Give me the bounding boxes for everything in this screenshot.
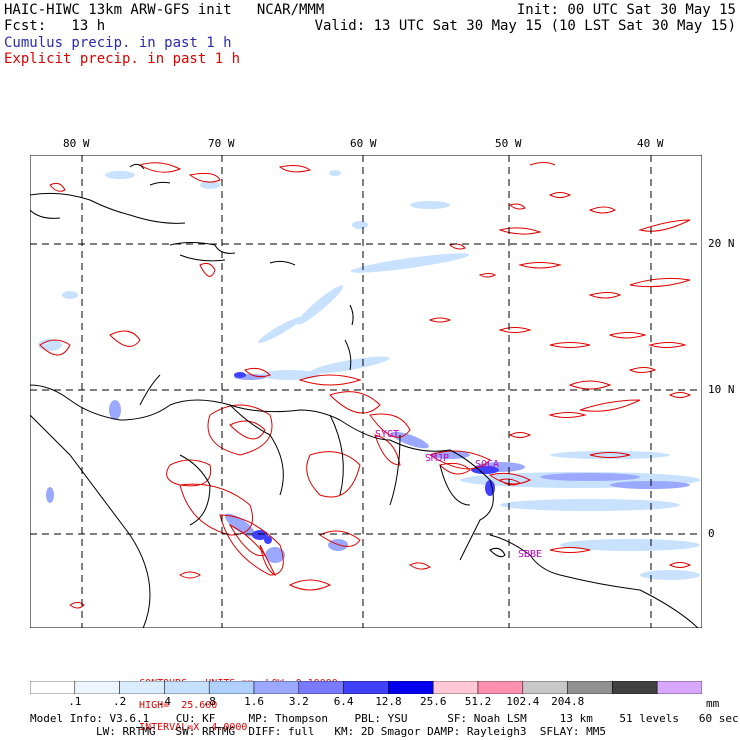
model-info-line1: Model Info: V3.6.1 CU: KF MP: Thompson P…: [30, 712, 739, 725]
contours-high: HIGH= 25.600: [139, 700, 218, 711]
colorbar-tick-label: 1.6: [244, 695, 264, 708]
valid-time: Valid: 13 UTC Sat 30 May 15 (10 LST Sat …: [314, 18, 736, 34]
colorbar-swatch: [208, 681, 255, 694]
colorbar-tick-label: .2: [113, 695, 127, 708]
contours-interval: INTERVAL=X 4.0000: [139, 722, 248, 733]
title-left: HAIC-HIWC 13km ARW-GFS init NCAR/MMM: [4, 2, 325, 18]
colorbar-tick-label: .1: [68, 695, 82, 708]
lat-label-20n: 20 N: [708, 237, 735, 250]
legend-explicit: Explicit precip. in past 1 h: [4, 51, 241, 67]
colorbar-swatch: [567, 681, 613, 694]
lon-label-70w: 70 W: [208, 137, 235, 150]
colorbar-swatch: [119, 681, 165, 694]
colorbar-swatch: [164, 681, 210, 694]
colorbar-swatch: [30, 681, 76, 694]
forecast-hour: Fcst: 13 h: [4, 18, 106, 34]
colorbar-tick-label: 102.4: [506, 695, 540, 708]
coastlines: [30, 163, 699, 628]
colorbar-swatch: [253, 681, 300, 694]
colorbar-swatch: [656, 681, 702, 694]
init-time: Init: 00 UTC Sat 30 May 15: [516, 2, 736, 18]
colorbar-swatch: [477, 681, 524, 694]
colorbar-swatch: [343, 681, 389, 694]
colorbar-tick-label: .4: [157, 695, 172, 708]
colorbar-tick-label: .8: [202, 695, 216, 708]
colorbar-tick-label: 6.4: [333, 695, 354, 708]
colorbar-swatch: [522, 681, 568, 694]
station-label-sygt: SYGT: [375, 429, 399, 440]
colorbar-tick-label: 3.2: [288, 695, 309, 708]
colorbar-swatch: [298, 681, 344, 694]
precip-map: SMJP SOCA SBBE SYGT: [30, 155, 702, 628]
station-label-soca: SOCA: [475, 459, 499, 470]
colorbar-swatch: [388, 681, 434, 694]
colorbar-swatch: [612, 681, 658, 694]
colorbar: [30, 681, 702, 694]
colorbar-tick-label: 51.2: [464, 695, 492, 708]
lon-label-40w: 40 W: [637, 137, 664, 150]
lat-label-10n: 10 N: [708, 383, 735, 396]
lon-label-50w: 50 W: [495, 137, 522, 150]
lat-label-0: 0: [708, 527, 715, 540]
lon-label-60w: 60 W: [350, 137, 377, 150]
colorbar-tick-label: 204.8: [551, 695, 585, 708]
colorbar-units: mm: [706, 697, 720, 710]
station-label-smjp: SMJP: [425, 453, 449, 464]
colorbar-tick-label: 25.6: [420, 695, 447, 708]
legend-cumulus: Cumulus precip. in past 1 h: [4, 35, 232, 51]
latlon-grid: [30, 155, 702, 628]
colorbar-ticks: .1 .2 .4 .8 1.6 3.2 6.4 12.8 25.6 51.2 102.4 204.8: [30, 695, 702, 709]
colorbar-swatch: [74, 681, 120, 694]
colorbar-swatch: [432, 681, 479, 694]
explicit-precip-contours: [39, 162, 692, 609]
station-label-sbbe: SBBE: [518, 549, 542, 560]
model-info-line2: LW: RRTMG SW: RRTMG DIFF: full KM: 2D Sm…: [96, 725, 606, 738]
colorbar-tick-label: 12.8: [375, 695, 402, 708]
lon-label-80w: 80 W: [63, 137, 90, 150]
